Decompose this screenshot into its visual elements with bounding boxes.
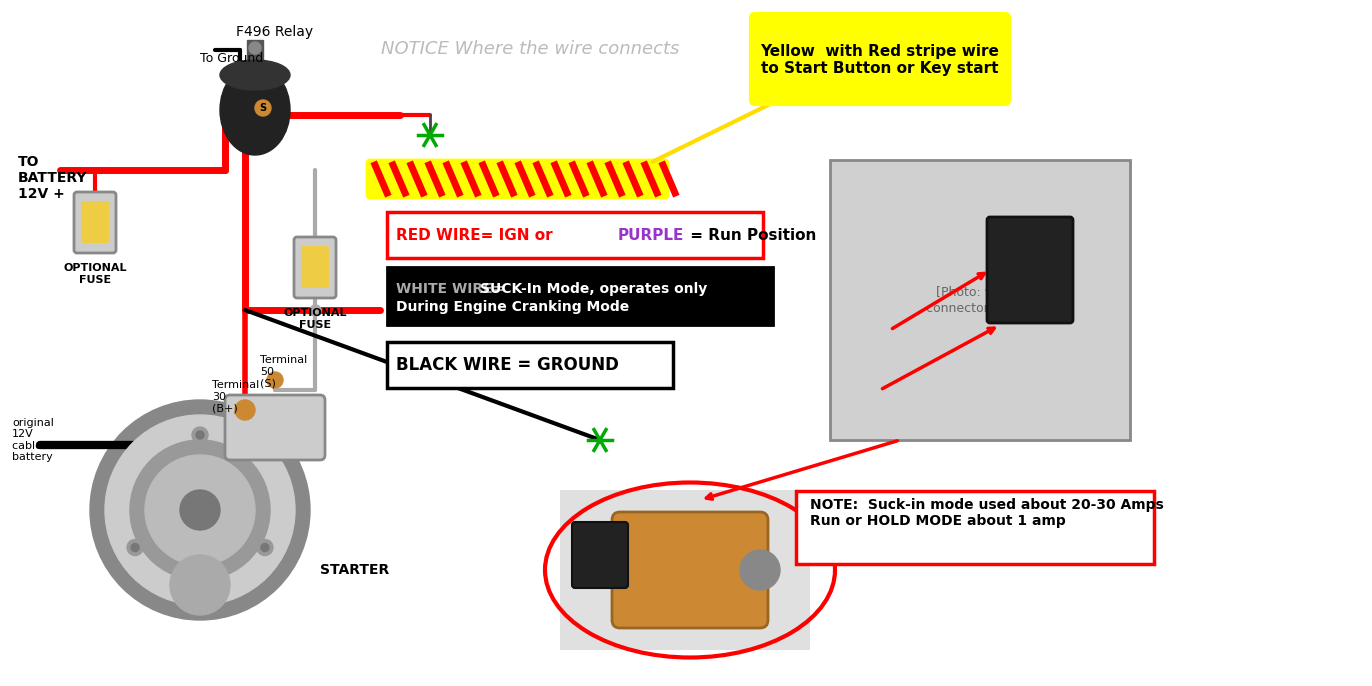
Text: STARTER: STARTER [320, 563, 390, 577]
FancyBboxPatch shape [387, 267, 772, 325]
Circle shape [196, 431, 204, 439]
Circle shape [128, 539, 143, 556]
Text: TO
BATTERY
12V +: TO BATTERY 12V + [18, 155, 88, 202]
Text: SUCK-In Mode, operates only: SUCK-In Mode, operates only [480, 282, 707, 296]
Text: F496 Relay: F496 Relay [236, 25, 314, 39]
Ellipse shape [220, 60, 289, 90]
Circle shape [248, 42, 261, 54]
Circle shape [106, 415, 295, 605]
FancyBboxPatch shape [74, 192, 117, 253]
FancyBboxPatch shape [387, 212, 763, 258]
Circle shape [130, 440, 270, 580]
Circle shape [180, 490, 220, 530]
Bar [560, 490, 809, 650]
Text: = Run Position: = Run Position [685, 228, 816, 242]
Text: S: S [259, 103, 266, 113]
Text: WHITE WIRE=: WHITE WIRE= [397, 282, 509, 296]
FancyBboxPatch shape [294, 237, 336, 298]
FancyBboxPatch shape [750, 14, 1008, 104]
Ellipse shape [220, 65, 289, 155]
Text: [Photo: wiring
connector detail]: [Photo: wiring connector detail] [926, 286, 1033, 314]
Bar [830, 160, 1131, 440]
Circle shape [255, 100, 272, 116]
FancyBboxPatch shape [300, 246, 329, 288]
FancyBboxPatch shape [366, 160, 668, 198]
FancyBboxPatch shape [796, 491, 1154, 564]
FancyBboxPatch shape [986, 217, 1073, 323]
Text: PURPLE: PURPLE [617, 228, 685, 242]
Text: original
12V
cable from
battery: original 12V cable from battery [12, 418, 71, 462]
Text: To Ground: To Ground [200, 51, 263, 64]
FancyBboxPatch shape [387, 342, 674, 388]
Text: Yellow  with Red stripe wire
to Start Button or Key start: Yellow with Red stripe wire to Start But… [760, 44, 999, 76]
Text: Terminal
30
(B+): Terminal 30 (B+) [213, 380, 259, 413]
Circle shape [170, 555, 230, 615]
Text: NOTICE Where the wire connects: NOTICE Where the wire connects [381, 40, 679, 58]
Circle shape [257, 539, 273, 556]
Circle shape [740, 550, 781, 590]
Circle shape [145, 455, 255, 565]
FancyBboxPatch shape [612, 512, 768, 628]
Text: During Engine Cranking Mode: During Engine Cranking Mode [397, 300, 630, 314]
Circle shape [235, 400, 255, 420]
Text: OPTIONAL
FUSE: OPTIONAL FUSE [283, 308, 347, 329]
Circle shape [261, 543, 269, 552]
Circle shape [132, 543, 139, 552]
FancyBboxPatch shape [81, 201, 108, 243]
Circle shape [268, 372, 283, 388]
Text: Terminal
50
(S): Terminal 50 (S) [261, 355, 307, 388]
Text: RED WIRE= IGN or: RED WIRE= IGN or [397, 228, 558, 242]
FancyBboxPatch shape [572, 522, 628, 588]
Text: OPTIONAL
FUSE: OPTIONAL FUSE [63, 263, 126, 285]
Text: BLACK WIRE = GROUND: BLACK WIRE = GROUND [397, 356, 619, 374]
Bar [247, 40, 263, 70]
Circle shape [192, 427, 209, 443]
Circle shape [91, 400, 310, 620]
Text: NOTE:  Suck-in mode used about 20-30 Amps
Run or HOLD MODE about 1 amp: NOTE: Suck-in mode used about 20-30 Amps… [809, 498, 1163, 528]
FancyBboxPatch shape [225, 395, 325, 460]
